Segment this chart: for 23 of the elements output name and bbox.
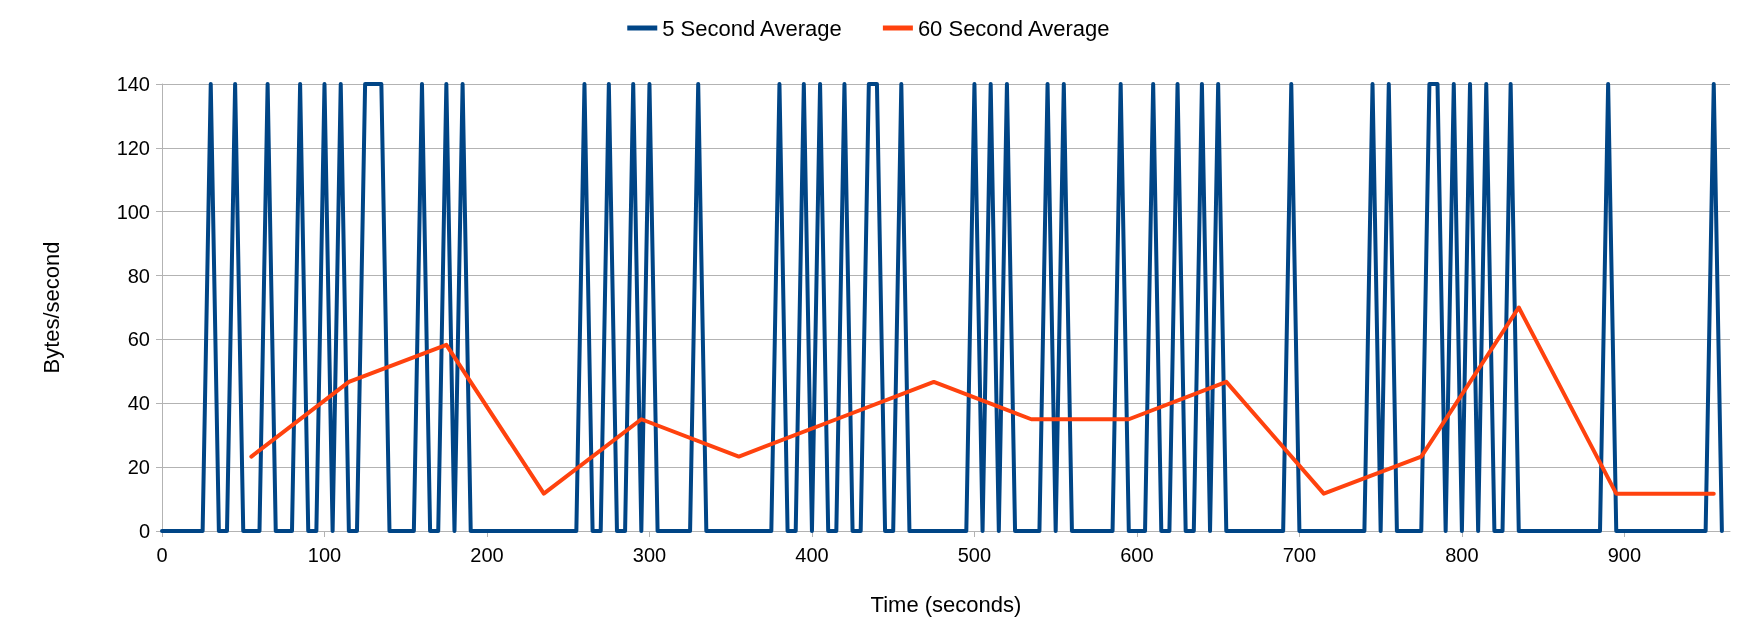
x-tick-label: 900 [1607, 544, 1642, 566]
x-tick-label: 200 [470, 544, 504, 566]
y-tick-label: 140 [116, 73, 150, 95]
x-tick-label: 500 [957, 544, 992, 566]
x-tick-label: 600 [1120, 544, 1154, 566]
y-tick-label: 80 [127, 264, 150, 287]
x-tick-label: 800 [1445, 544, 1479, 566]
x-axis-title: Time (seconds) [870, 591, 1022, 617]
y-tick-label: 0 [138, 520, 150, 542]
y-axis-title: Bytes/second [38, 241, 64, 374]
x-tick-label: 400 [795, 544, 829, 566]
legend-label: 5 Second Average [662, 15, 842, 41]
x-tick-label: 700 [1282, 544, 1317, 566]
y-tick-label: 120 [116, 136, 150, 159]
line-series [249, 305, 1716, 496]
x-tick-label: 300 [632, 544, 667, 566]
x-tick-label: 100 [307, 544, 342, 566]
x-tick-label: 0 [156, 544, 168, 566]
y-tick-label: 100 [116, 200, 150, 223]
y-tick-label: 60 [127, 328, 150, 351]
legend-label: 60 Second Average [917, 15, 1110, 41]
y-tick-label: 40 [127, 392, 150, 415]
y-tick-label: 20 [127, 456, 150, 479]
